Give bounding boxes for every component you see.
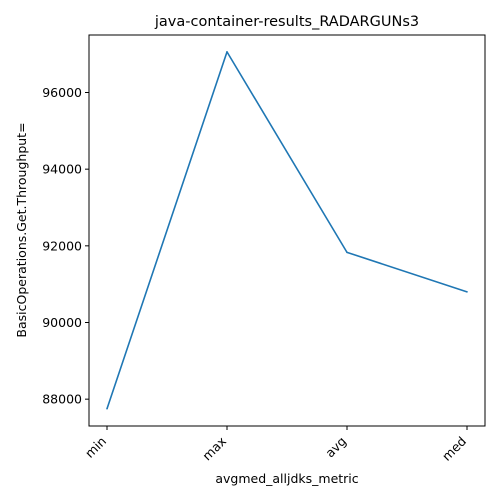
x-tick-label: max <box>199 434 229 464</box>
x-tick-label: avg <box>322 434 349 461</box>
x-axis-label: avgmed_alljdks_metric <box>215 471 358 486</box>
plot-frame <box>88 34 486 427</box>
data-point <box>226 51 228 53</box>
y-tick-label: 92000 <box>42 238 82 253</box>
y-axis-label: BasicOperations.Get.Throughput= <box>14 122 29 337</box>
y-tick-label: 90000 <box>42 315 82 330</box>
y-tick-label: 88000 <box>42 392 82 407</box>
chart-title: java-container-results_RADARGUNs3 <box>154 14 419 30</box>
data-point <box>106 407 108 410</box>
x-tick-label: med <box>439 434 469 464</box>
x-tick-label: min <box>82 434 109 461</box>
data-point <box>346 251 348 254</box>
y-tick-label: 96000 <box>42 85 82 100</box>
y-tick-label: 94000 <box>42 162 82 177</box>
plot-area: 88000 90000 92000 94000 96000 min max avg med <box>42 34 486 464</box>
series-line <box>106 51 468 410</box>
data-point <box>466 291 468 293</box>
